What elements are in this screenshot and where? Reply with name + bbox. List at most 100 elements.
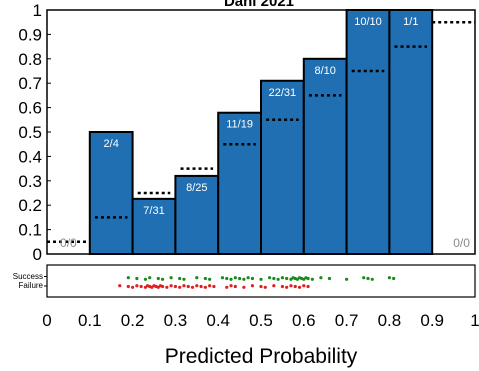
failure-point bbox=[186, 284, 190, 289]
success-point bbox=[345, 277, 349, 281]
bar-count-label: 7/31 bbox=[143, 205, 164, 217]
x-tick-label: 0.9 bbox=[420, 311, 444, 330]
success-point bbox=[208, 277, 212, 281]
failure-point bbox=[203, 285, 207, 289]
success-point bbox=[276, 277, 280, 281]
x-tick-label: 0.3 bbox=[164, 311, 188, 330]
x-tick-label: 0.7 bbox=[335, 311, 359, 330]
success-point bbox=[148, 276, 152, 280]
chart-title: Dahl 2021 bbox=[224, 0, 294, 10]
y-tick-label: 0.1 bbox=[18, 221, 42, 240]
failure-point bbox=[190, 285, 195, 289]
failure-point bbox=[242, 285, 246, 289]
success-point bbox=[229, 277, 233, 281]
success-point bbox=[238, 276, 242, 281]
success-point bbox=[156, 276, 160, 281]
success-point bbox=[310, 277, 314, 281]
y-tick-label: 0.9 bbox=[18, 25, 42, 44]
bar bbox=[174, 174, 220, 255]
expected-lines-group bbox=[47, 20, 475, 244]
success-point bbox=[259, 277, 263, 281]
failure-point bbox=[229, 284, 233, 288]
success-point bbox=[362, 276, 366, 280]
failure-point bbox=[139, 284, 143, 289]
y-tick-label: 0.4 bbox=[18, 147, 42, 166]
failure-point bbox=[126, 284, 130, 289]
failure-point bbox=[199, 284, 203, 289]
failure-point bbox=[182, 284, 186, 288]
success-strip-label: Success bbox=[13, 272, 43, 281]
failure-point bbox=[263, 285, 267, 289]
failure-point bbox=[169, 284, 173, 288]
bar-count-label: 1/1 bbox=[403, 16, 418, 28]
y-tick-label: 0.2 bbox=[18, 196, 42, 215]
success-point bbox=[306, 276, 310, 281]
empty-bin-label: 0/0 bbox=[453, 236, 470, 250]
success-point bbox=[285, 276, 289, 281]
failure-point bbox=[208, 284, 212, 288]
success-point bbox=[143, 277, 148, 281]
failure-point bbox=[259, 284, 263, 289]
success-point bbox=[233, 276, 237, 280]
strip-frame bbox=[46, 264, 476, 298]
x-tick-label: 0.6 bbox=[292, 311, 316, 330]
x-axis: 0 0.1 0.2 0.3 0.4 0.5 0.6 0.7 0.8 0.9 1 bbox=[42, 311, 479, 330]
bar bbox=[88, 131, 134, 255]
y-tick-label: 0.7 bbox=[18, 74, 42, 93]
x-tick-label: 0.4 bbox=[206, 311, 230, 330]
failure-point bbox=[293, 284, 297, 289]
failure-strip-label: Failure bbox=[19, 281, 44, 290]
failure-point bbox=[272, 284, 276, 288]
success-point bbox=[225, 276, 229, 281]
failure-point bbox=[160, 284, 165, 289]
failure-point bbox=[280, 284, 284, 289]
success-point bbox=[182, 277, 186, 281]
x-tick-label: 0.2 bbox=[121, 311, 145, 330]
x-tick-label: 0 bbox=[42, 311, 51, 330]
success-point bbox=[267, 276, 272, 280]
success-point bbox=[178, 276, 182, 281]
bar bbox=[302, 57, 348, 255]
bar bbox=[217, 111, 262, 255]
failure-point bbox=[131, 285, 135, 289]
bar bbox=[131, 197, 177, 256]
success-point bbox=[250, 276, 255, 281]
bar-count-label: 8/25 bbox=[186, 182, 207, 194]
failure-point bbox=[306, 284, 310, 289]
x-axis-label: Predicted Probability bbox=[165, 345, 358, 368]
y-tick-label: 0 bbox=[33, 245, 42, 264]
failure-point bbox=[285, 285, 289, 289]
success-point bbox=[319, 276, 323, 280]
bar-count-label: 11/19 bbox=[226, 119, 253, 131]
success-point bbox=[280, 276, 284, 280]
success-point bbox=[135, 276, 139, 281]
bar bbox=[345, 9, 391, 255]
failure-point bbox=[233, 284, 237, 289]
bar-count-label: 22/31 bbox=[269, 87, 297, 99]
x-tick-label: 0.8 bbox=[378, 311, 402, 330]
bar bbox=[260, 79, 305, 256]
plot-frame bbox=[46, 9, 476, 255]
bar-count-label: 2/4 bbox=[104, 138, 119, 150]
failure-point bbox=[212, 284, 216, 289]
success-point bbox=[169, 276, 173, 280]
y-tick-label: 1 bbox=[33, 1, 42, 20]
failure-point bbox=[195, 284, 199, 288]
failure-point bbox=[297, 285, 302, 289]
x-tick-label: 1 bbox=[470, 311, 479, 330]
success-point bbox=[203, 276, 207, 281]
failure-point bbox=[135, 284, 139, 288]
strip-points-group bbox=[118, 276, 396, 289]
y-tick-label: 0.3 bbox=[18, 172, 42, 191]
bar-labels-group: 0/0 2/4 7/31 8/25 11/19 22/31 8/10 10/10 1/1 0/0 bbox=[60, 16, 470, 250]
failure-point bbox=[178, 285, 182, 289]
failure-point bbox=[302, 284, 306, 288]
success-point bbox=[392, 276, 396, 281]
empty-bin-label: 0/0 bbox=[60, 236, 77, 250]
success-point bbox=[370, 277, 374, 281]
y-axis: 0 0.1 0.2 0.3 0.4 0.5 0.6 0.7 0.8 0.9 1 bbox=[18, 1, 51, 264]
success-point bbox=[246, 276, 250, 280]
x-tick-label: 0.1 bbox=[78, 311, 102, 330]
success-point bbox=[272, 276, 276, 281]
